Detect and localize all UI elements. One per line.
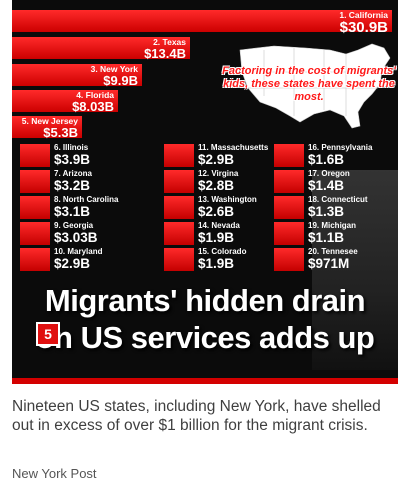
slide-number-badge[interactable]: 5 <box>36 322 60 346</box>
headline-line-2: on US services adds up <box>35 320 375 355</box>
article-caption: Nineteen US states, including New York, … <box>12 398 381 434</box>
grid-bar <box>164 248 194 271</box>
source-label[interactable]: New York Post <box>12 466 97 481</box>
grid-bar <box>274 222 304 245</box>
bar-new-jersey: 5. New Jersey $5.3B <box>12 116 82 139</box>
grid-bar <box>164 196 194 219</box>
grid-bar <box>20 170 50 193</box>
grid-bar <box>20 196 50 219</box>
bar-california: 1. California $30.9B <box>12 10 392 35</box>
grid-bar <box>274 196 304 219</box>
us-map-icon <box>239 43 391 129</box>
grid-bar <box>274 144 304 167</box>
bar-new-york: 3. New York $9.9B <box>12 64 142 87</box>
map-callout: Factoring in the cost of migrants' kids,… <box>222 65 396 103</box>
grid-bar <box>20 222 50 245</box>
accent-divider <box>12 378 398 384</box>
grid-bar <box>274 248 304 271</box>
grid-bar <box>20 144 50 167</box>
headline-line-1: Migrants' hidden drain <box>44 283 366 318</box>
grid-bar <box>164 144 194 167</box>
grid-bar <box>164 170 194 193</box>
border-wall-background <box>312 170 398 370</box>
bar-texas: 2. Texas $13.4B <box>12 37 190 60</box>
article-image[interactable]: 1. California $30.9B 2. Texas $13.4B 3. … <box>12 0 398 378</box>
grid-bar <box>274 170 304 193</box>
grid-bar <box>20 248 50 271</box>
grid-bar <box>164 222 194 245</box>
bar-florida: 4. Florida $8.03B <box>12 90 118 113</box>
